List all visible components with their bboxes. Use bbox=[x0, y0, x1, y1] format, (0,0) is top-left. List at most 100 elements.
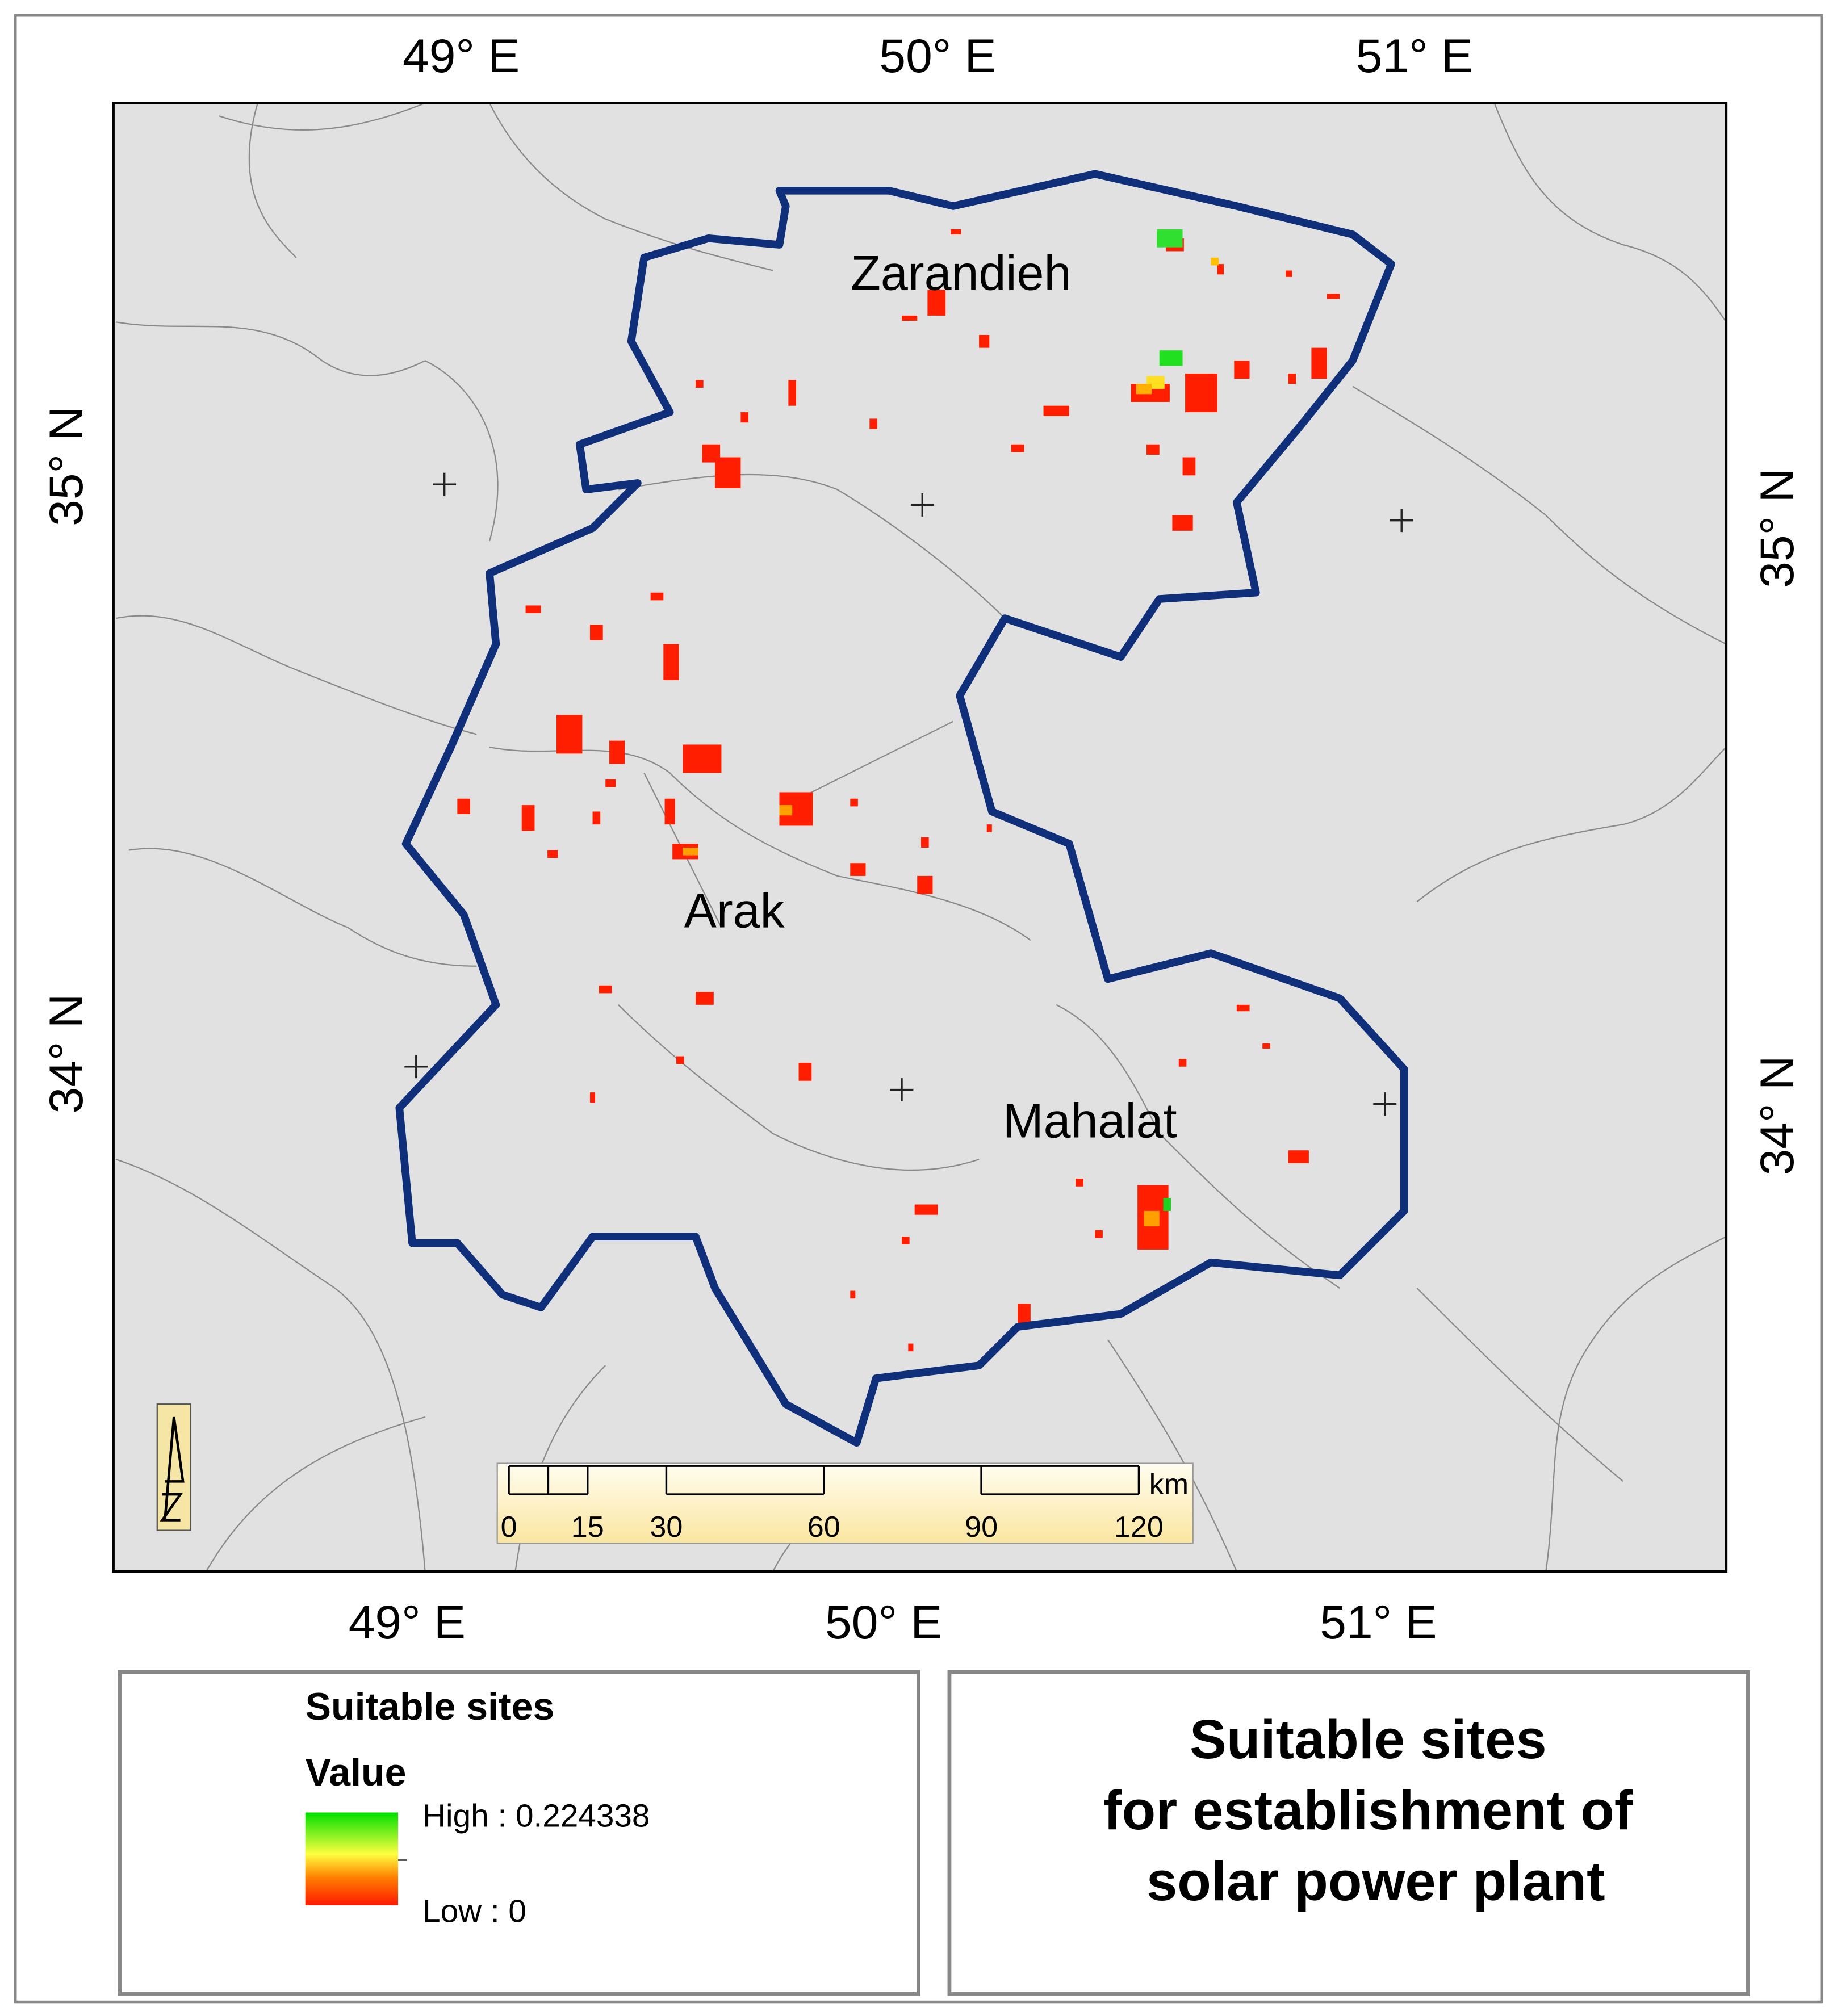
suitable-patch bbox=[1236, 1004, 1250, 1012]
suitable-patch bbox=[676, 1056, 684, 1064]
north-arrow bbox=[156, 1403, 191, 1531]
graticule-cross bbox=[1373, 1092, 1397, 1116]
suitable-patch bbox=[590, 1092, 596, 1103]
scale-tick-label: 120 bbox=[1114, 1511, 1164, 1544]
suitable-patch-high bbox=[683, 848, 698, 856]
province-boundary bbox=[395, 170, 1408, 1447]
scale-tick-label: 15 bbox=[571, 1511, 604, 1544]
title-line: solar power plant bbox=[1146, 1850, 1605, 1912]
suitable-patch bbox=[547, 850, 558, 858]
suitable-patch bbox=[605, 779, 616, 787]
suitable-patch-high bbox=[1163, 1198, 1171, 1211]
scale-tick-label: 30 bbox=[650, 1511, 683, 1544]
title-box bbox=[947, 1670, 1750, 1996]
title-line: for establishment of bbox=[1103, 1779, 1633, 1841]
top-lon-label: 51° E bbox=[1356, 29, 1473, 82]
suitable-patch bbox=[650, 592, 664, 601]
suitable-patch-high bbox=[1211, 257, 1219, 266]
suitable-patch bbox=[986, 824, 992, 832]
suitable-patch bbox=[850, 1290, 856, 1299]
graticule-cross bbox=[1390, 509, 1413, 533]
outer-frame bbox=[14, 14, 1823, 2004]
suitable-patches bbox=[457, 229, 1340, 1352]
suitable-patch bbox=[556, 715, 583, 754]
bottom-lon-label: 50° E bbox=[825, 1595, 942, 1649]
suitable-patch bbox=[908, 1343, 914, 1352]
suitable-patch bbox=[914, 1204, 938, 1215]
suitable-patch bbox=[740, 412, 749, 423]
suitable-patch bbox=[902, 315, 918, 321]
top-lon-label: 50° E bbox=[879, 29, 996, 82]
suitable-patch bbox=[1288, 374, 1296, 384]
legend-high: High : 0.224338 bbox=[422, 1798, 650, 1834]
suitable-patch bbox=[927, 290, 946, 316]
legend-ramp bbox=[305, 1812, 398, 1905]
bottom-lon-label: 49° E bbox=[349, 1595, 466, 1649]
suitable-patch bbox=[869, 418, 877, 429]
suitable-patch bbox=[521, 805, 535, 831]
suitable-patch bbox=[917, 875, 933, 894]
suitable-patch-high bbox=[1144, 1210, 1160, 1227]
suitable-patch bbox=[1262, 1043, 1270, 1049]
suitable-patch bbox=[951, 229, 961, 234]
place-label: Arak bbox=[684, 884, 785, 938]
left-lat-label: 35° N bbox=[39, 406, 93, 526]
suitable-patch bbox=[1234, 361, 1250, 379]
legend-title: Suitable sites bbox=[306, 1685, 555, 1728]
suitable-patch bbox=[1185, 374, 1217, 413]
suitable-patch bbox=[1327, 294, 1340, 299]
suitable-patch bbox=[798, 1062, 812, 1081]
suitable-patch bbox=[696, 992, 714, 1005]
suitable-patch bbox=[1076, 1179, 1083, 1187]
suitable-patch bbox=[1095, 1230, 1103, 1238]
legend-low: Low : 0 bbox=[422, 1893, 526, 1929]
suitable-patch bbox=[1286, 270, 1292, 277]
scale-unit: km bbox=[1149, 1468, 1189, 1501]
suitable-patch bbox=[1311, 347, 1327, 379]
graticule-crosses bbox=[404, 472, 1413, 1116]
right-lat-label: 34° N bbox=[1750, 1056, 1803, 1176]
suitable-patch bbox=[592, 811, 601, 825]
scale-bar: km 0 15 30 60 90 120 bbox=[496, 1462, 1194, 1544]
suitable-patch bbox=[921, 837, 929, 848]
suitable-patch bbox=[788, 380, 796, 406]
suitable-patch bbox=[590, 625, 603, 640]
suitable-patch bbox=[1288, 1150, 1309, 1163]
bottom-lon-label: 51° E bbox=[1320, 1595, 1437, 1649]
suitable-patch bbox=[1043, 405, 1069, 416]
suitable-patch bbox=[850, 863, 866, 876]
legend-box bbox=[118, 1670, 920, 1996]
place-label: Zarandieh bbox=[851, 246, 1071, 301]
suitable-patch bbox=[1217, 264, 1224, 275]
suitable-patch bbox=[1011, 444, 1024, 452]
map-area bbox=[113, 103, 1726, 1572]
suitable-patch-high bbox=[1136, 384, 1152, 395]
place-label: Mahalat bbox=[1003, 1094, 1177, 1149]
suitable-patch-high bbox=[1157, 229, 1183, 248]
suitable-patch bbox=[457, 798, 471, 815]
suitable-patch bbox=[1172, 515, 1193, 531]
suitable-patch bbox=[683, 744, 722, 773]
graticule-cross bbox=[890, 1078, 914, 1102]
suitable-patch bbox=[850, 798, 858, 807]
suitable-patch bbox=[609, 740, 625, 764]
map-frame bbox=[112, 102, 1728, 1573]
suitable-patch bbox=[599, 985, 612, 994]
suitable-patch bbox=[1018, 1304, 1031, 1325]
right-lat-label: 35° N bbox=[1750, 468, 1803, 588]
suitable-patch bbox=[1146, 444, 1160, 455]
graticule-cross bbox=[404, 1055, 428, 1079]
scale-tick-label: 0 bbox=[501, 1511, 517, 1544]
legend-field: Value bbox=[306, 1751, 407, 1794]
suitable-patch bbox=[979, 334, 990, 348]
suitable-patch bbox=[663, 644, 679, 681]
graticule-cross bbox=[910, 493, 934, 517]
suitable-patch-high bbox=[779, 805, 793, 816]
left-lat-label: 34° N bbox=[39, 994, 93, 1114]
suitable-patch bbox=[1182, 457, 1196, 476]
suitable-patch bbox=[902, 1237, 910, 1244]
suitable-patch bbox=[664, 798, 675, 825]
map-background bbox=[113, 103, 1726, 1572]
suitable-patch bbox=[525, 605, 541, 614]
